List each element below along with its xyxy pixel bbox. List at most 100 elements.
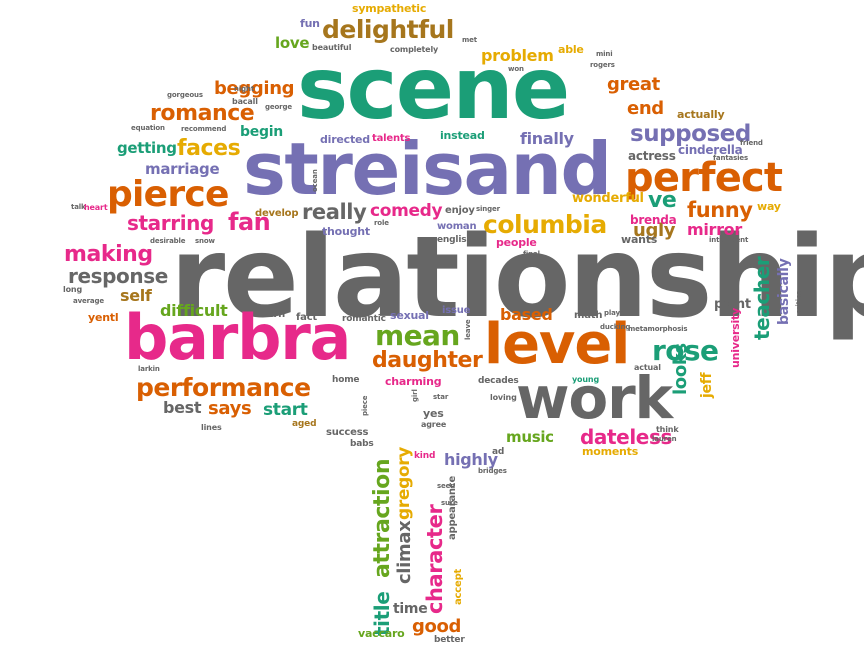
cloud-word: yes [423, 407, 444, 420]
cloud-word: looks [670, 343, 691, 395]
cloud-word: met [462, 36, 477, 44]
cloud-word: intelligent [709, 236, 749, 244]
cloud-word: won [508, 65, 524, 73]
cloud-word: begging [214, 78, 295, 99]
cloud-word: lauren [652, 435, 677, 443]
cloud-word: end [627, 98, 664, 119]
cloud-word: gregory [394, 446, 414, 520]
cloud-word: star [433, 393, 449, 401]
cloud-word: agree [421, 420, 447, 429]
cloud-word: ugly [633, 220, 676, 241]
cloud-word: actual [634, 363, 661, 372]
cloud-word: romance [150, 101, 255, 126]
cloud-word: ducking [600, 323, 631, 331]
cloud-word: directed [320, 133, 370, 146]
cloud-word: time [393, 601, 428, 617]
cloud-word: response [68, 264, 168, 288]
cloud-word: vaccaro [358, 627, 405, 640]
cloud-word: average [73, 297, 104, 305]
cloud-word: enjoy [445, 205, 475, 216]
cloud-word: attraction [370, 458, 395, 578]
cloud-word: point [714, 297, 751, 312]
cloud-word: instead [440, 129, 485, 142]
cloud-word: people [496, 236, 537, 249]
cloud-word: beautiful [312, 43, 352, 52]
cloud-word: heart [84, 203, 108, 212]
cloud-word: great [607, 74, 660, 95]
cloud-word: really [302, 200, 367, 224]
cloud-word: recommend [181, 125, 227, 133]
cloud-word: level [484, 312, 630, 377]
cloud-word: success [326, 427, 369, 438]
cloud-word: good [412, 616, 462, 637]
cloud-word: faces [177, 136, 241, 161]
cloud-word: dateless [580, 425, 672, 449]
cloud-word: woman [437, 221, 477, 232]
cloud-word: rogers [590, 61, 615, 69]
cloud-word: singer [476, 205, 500, 213]
cloud-word: columbia [483, 210, 607, 239]
cloud-word: ve [648, 188, 677, 213]
cloud-word: rose [652, 334, 719, 367]
cloud-word: develop [255, 208, 299, 219]
cloud-word: love [275, 34, 310, 52]
cloud-word: daughter [372, 348, 483, 373]
cloud-word: babs [350, 439, 374, 449]
cloud-word: long [63, 285, 83, 294]
cloud-word: based [500, 305, 553, 324]
cloud-word: desirable [150, 237, 186, 245]
cloud-word: young [572, 375, 600, 384]
cloud-word: decades [478, 376, 519, 386]
cloud-word: think [656, 425, 679, 434]
cloud-word: mirror [687, 220, 742, 239]
cloud-word: difficult [160, 301, 228, 320]
cloud-word: yentl [88, 311, 119, 324]
cloud-word: basically [776, 258, 792, 325]
cloud-word: loving [490, 393, 517, 402]
cloud-word: bacall [232, 97, 258, 106]
cloud-word: character [423, 504, 447, 614]
cloud-word: teacher [750, 256, 774, 340]
cloud-word: brenda [630, 213, 677, 227]
cloud-word: able [558, 43, 584, 56]
cloud-word: university [729, 307, 742, 368]
cloud-word: charming [385, 375, 442, 388]
cloud-word: kind [414, 451, 436, 461]
cloud-word: larkin [138, 365, 160, 373]
cloud-word: night [234, 85, 255, 93]
cloud-word: jeff [699, 372, 715, 398]
cloud-word: romantic [342, 314, 386, 324]
cloud-word: math [574, 310, 603, 321]
cloud-word: sympathetic [352, 2, 427, 15]
cloud-word: snow [195, 237, 215, 245]
cloud-word: critics [795, 290, 803, 314]
cloud-word: lines [201, 423, 222, 432]
cloud-word: completely [390, 45, 439, 54]
cloud-word: talk [71, 203, 86, 211]
cloud-word: delightful [322, 15, 454, 44]
cloud-word: ad [492, 447, 505, 457]
cloud-word: final [523, 250, 540, 258]
cloud-word: gorgeous [167, 91, 203, 99]
cloud-word: barbra [124, 301, 351, 374]
cloud-word: scene [297, 39, 570, 139]
cloud-word: getting [117, 139, 177, 157]
cloud-word: best [163, 398, 202, 417]
cloud-word: pierce [107, 174, 229, 215]
cloud-word: leave [464, 319, 472, 340]
cloud-word: supposed [630, 121, 751, 147]
cloud-word: aged [292, 419, 317, 429]
cloud-word: relationship [170, 213, 864, 343]
cloud-word: finally [520, 129, 574, 148]
cloud-word: fact [296, 312, 318, 323]
cloud-word: talents [372, 133, 411, 144]
cloud-word: mini [596, 50, 613, 58]
cloud-word: accept [453, 568, 464, 605]
cloud-word: issue [442, 305, 471, 316]
cloud-word: actually [677, 108, 725, 121]
cloud-word: learn [257, 309, 286, 320]
cloud-word: equation [131, 124, 165, 132]
cloud-word: says [208, 398, 252, 419]
cloud-word: streisand [243, 127, 612, 211]
